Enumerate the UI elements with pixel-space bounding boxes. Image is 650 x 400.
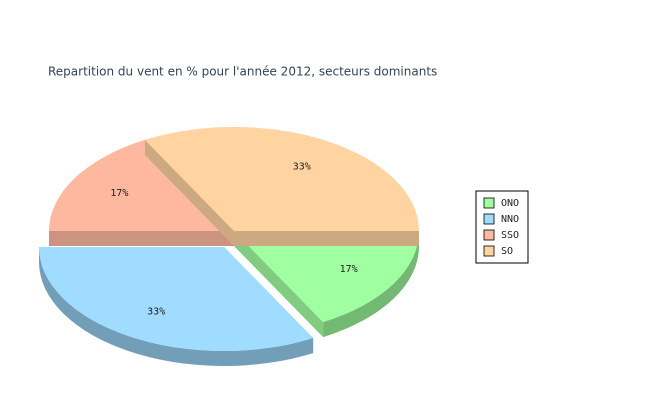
slice-face-shade <box>49 231 234 246</box>
legend-swatch <box>483 197 495 209</box>
value-label: 33% <box>147 306 165 317</box>
slice-face <box>144 139 234 246</box>
slice-top <box>39 247 314 352</box>
slice-top <box>49 139 234 231</box>
value-label: 17% <box>110 188 128 199</box>
slice-rim <box>39 247 314 366</box>
slice-face <box>234 231 324 338</box>
slice-face-shade <box>234 231 419 246</box>
legend-swatch <box>483 245 495 257</box>
pie-slice <box>39 247 314 366</box>
legend-swatch <box>483 229 495 241</box>
legend-swatch <box>483 213 495 225</box>
legend-label: NNO <box>501 214 519 225</box>
slice-face <box>49 231 234 246</box>
legend-label: SO <box>501 246 513 257</box>
slice-top <box>144 126 420 231</box>
value-label: 17% <box>340 264 358 275</box>
slice-rim <box>323 231 419 338</box>
value-label: 33% <box>293 162 311 173</box>
slice-face <box>234 231 419 246</box>
slice-face-shade <box>144 139 234 246</box>
slice-face-shade <box>234 231 324 338</box>
chart-title: Repartition du vent en % pour l'année 20… <box>48 65 437 79</box>
slice-rim-shade <box>323 231 419 338</box>
legend-label: SSO <box>501 230 519 241</box>
legend-label: ONO <box>501 198 519 209</box>
slice-rim-shade <box>39 247 314 366</box>
pie-slice <box>144 126 420 246</box>
slice-top <box>234 231 419 323</box>
